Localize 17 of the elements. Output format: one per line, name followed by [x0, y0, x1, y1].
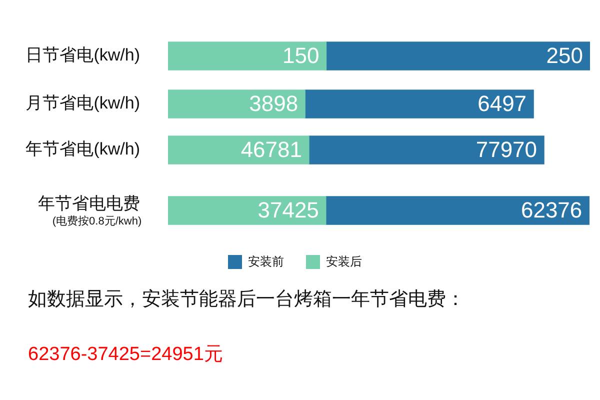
text: 如数据显示，安装节能器后一台烤箱一年节省电费： [28, 288, 465, 312]
text: 62376-37425=24951元 [28, 343, 223, 367]
legend-label: 安装后 [326, 254, 362, 268]
data-label: 250 [546, 43, 583, 68]
data-label: 77970 [476, 137, 538, 162]
text: (电费按0.8元/kwh) [52, 214, 142, 228]
data-label: 46781 [240, 137, 302, 162]
y-tick-label: 月节省电(kw/h) [26, 94, 140, 113]
legend-label: 安装前 [248, 254, 284, 268]
y-tick-label: 日节省电(kw/h) [26, 46, 140, 65]
data-label: 150 [282, 43, 320, 68]
y-tick-label: 年节省电电费 [38, 194, 140, 214]
y-tick-label: 年节省电(kw/h) [26, 140, 140, 159]
data-label: 3898 [249, 91, 298, 116]
data-label: 37425 [258, 198, 319, 223]
data-label: 6497 [478, 91, 527, 116]
data-label: 62376 [520, 198, 582, 223]
